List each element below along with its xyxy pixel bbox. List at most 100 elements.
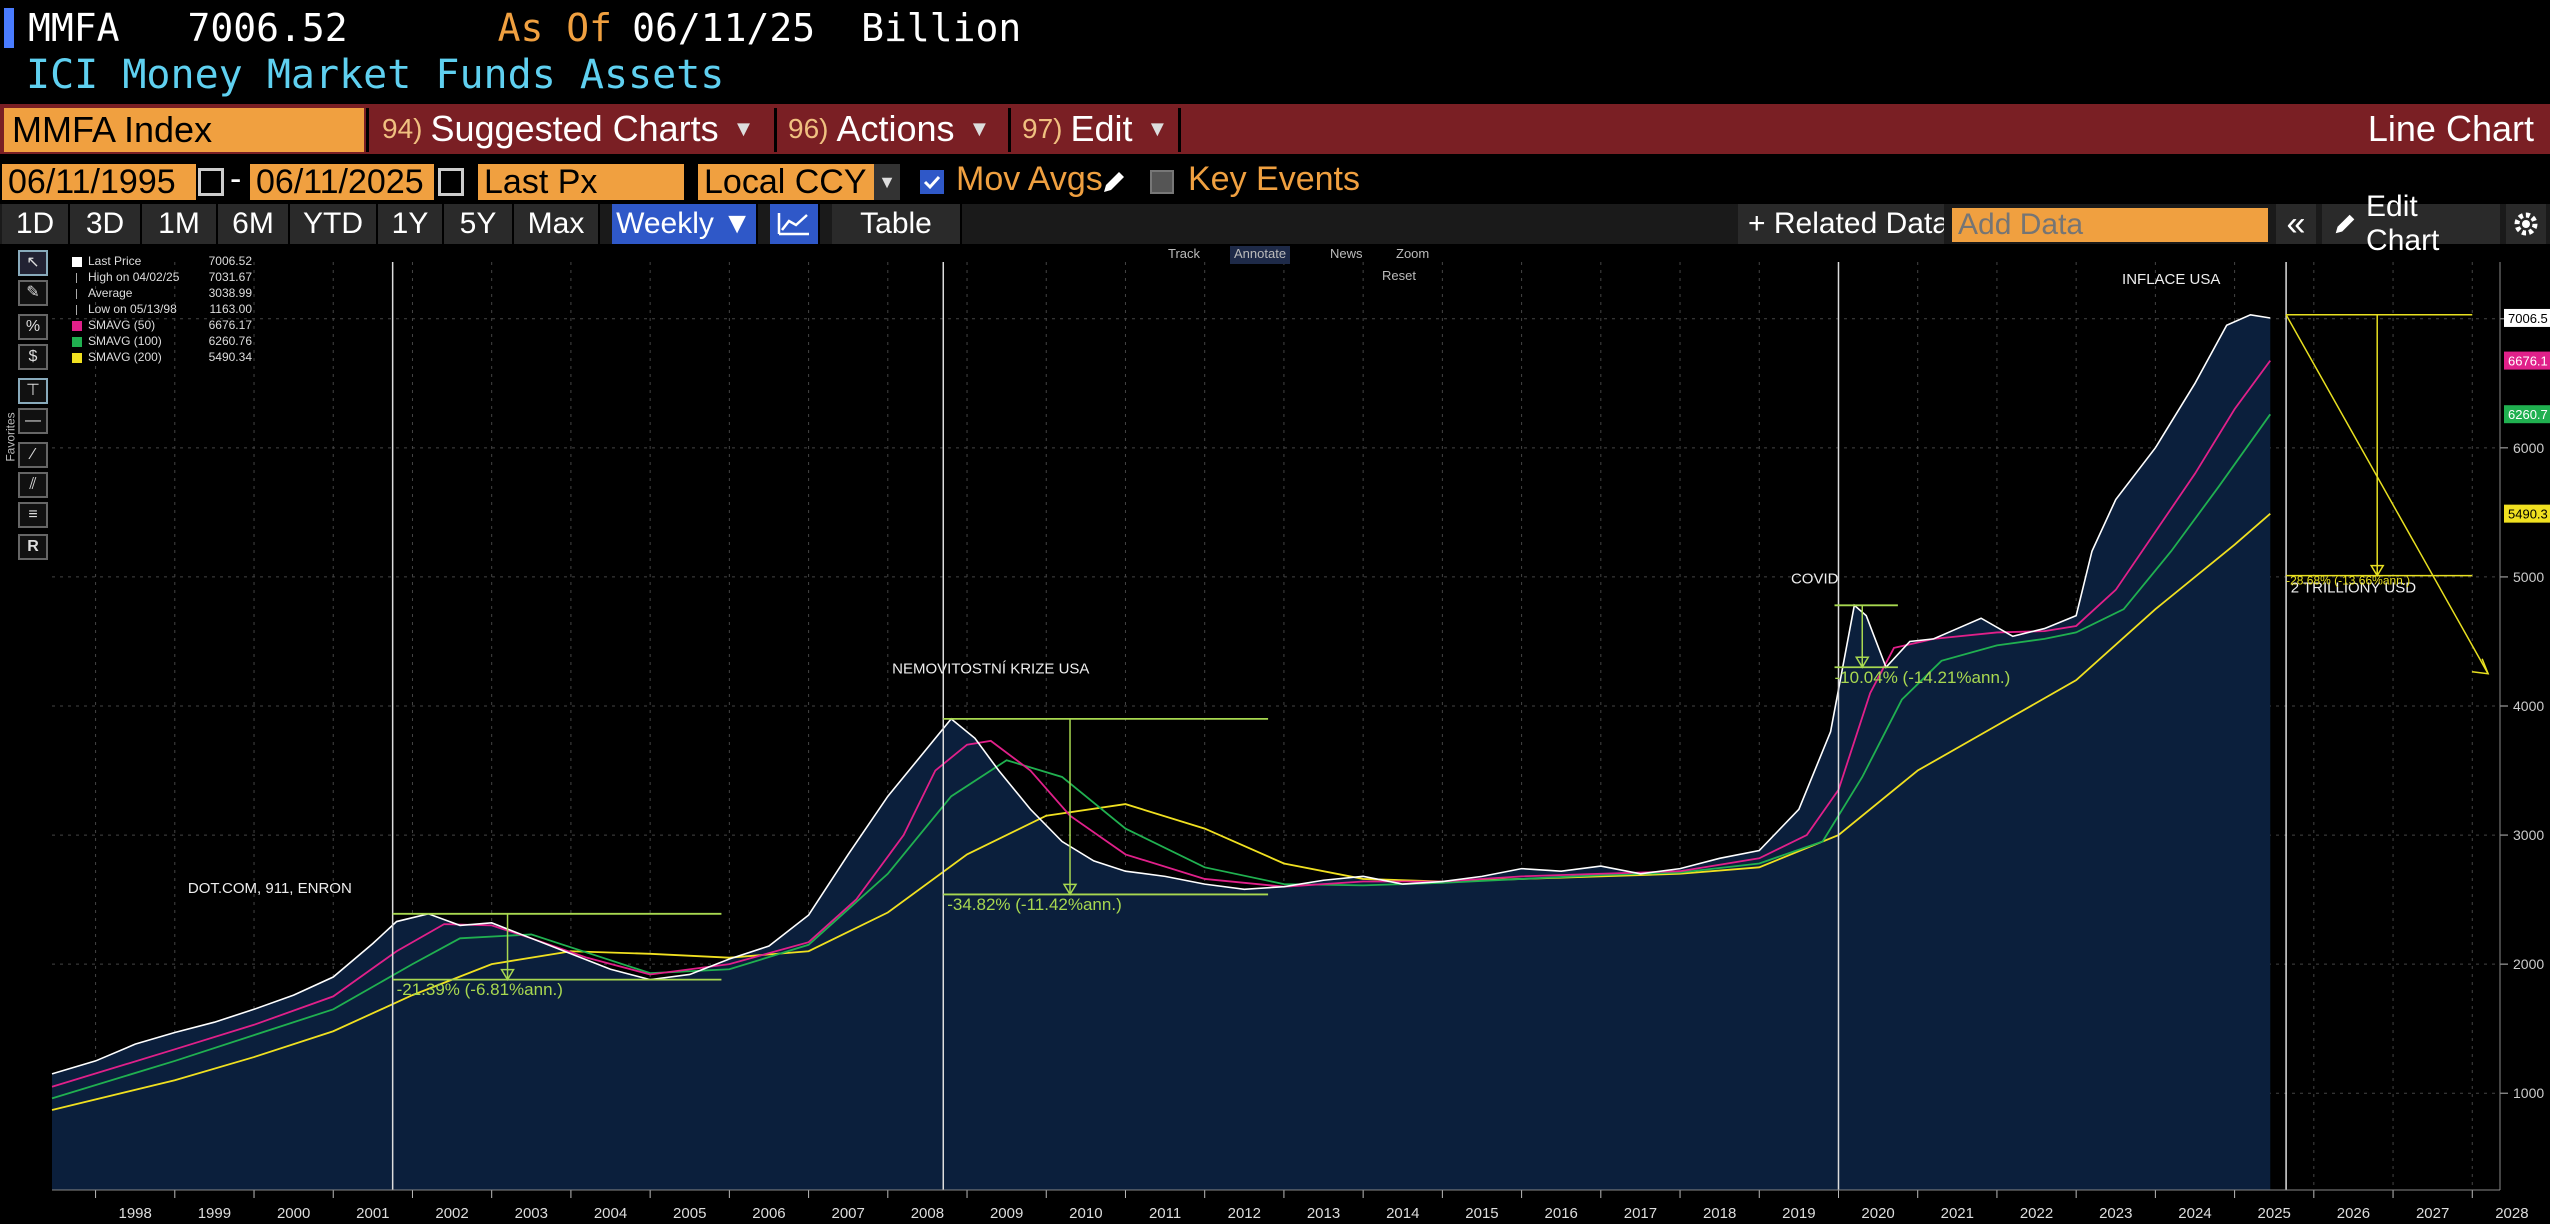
x-tick-label: 2019 — [1782, 1205, 1815, 1222]
legend-value: 7006.52 — [208, 254, 252, 268]
period-button-6m[interactable]: 6M — [218, 204, 290, 244]
percent-tool-icon[interactable]: % — [18, 314, 48, 340]
legend-value: 7031.67 — [208, 270, 252, 284]
x-tick-label: 2003 — [515, 1205, 548, 1222]
ruler-icon[interactable]: R — [18, 534, 48, 560]
checkmark-icon — [923, 175, 941, 190]
channel-icon[interactable]: ⫽ — [18, 472, 48, 498]
period-button-1y[interactable]: 1Y — [378, 204, 444, 244]
price-area-fill — [52, 314, 2271, 1190]
chart-tool-annotate[interactable]: Annotate — [1230, 246, 1291, 264]
chart-style-button[interactable] — [770, 204, 820, 244]
drawdown-annotations: -21.39% (-6.81%ann.) -34.82% (-11.42%ann.… — [392, 314, 2490, 999]
event-label: INFLACE USA — [2122, 271, 2220, 288]
axis-value-tag-text: 6260.7 — [2508, 407, 2548, 422]
actions-menu[interactable]: 96) Actions ▼ — [788, 104, 990, 154]
x-tick-label: 2025 — [2258, 1205, 2291, 1222]
x-tick-label: 2018 — [1703, 1205, 1736, 1222]
y-tick-label: 5000 — [2513, 569, 2544, 585]
legend-swatch — [72, 337, 82, 347]
start-date-input[interactable]: 06/11/1995 — [2, 163, 196, 201]
end-date-input[interactable]: 06/11/2025 — [250, 163, 434, 201]
dollar-tool-icon[interactable]: $ — [18, 344, 48, 370]
chart-tool-zoom[interactable]: Zoom — [1396, 246, 1430, 261]
calendar-icon[interactable] — [438, 168, 464, 196]
field-select[interactable]: Last Px — [478, 163, 684, 201]
toolbar-separator — [366, 108, 369, 152]
cursor-icon[interactable]: ↖ — [18, 250, 48, 276]
axis-value-tag — [2504, 405, 2550, 424]
main-toolbar: MMFA Index 94) Suggested Charts ▼ 96) Ac… — [0, 104, 2550, 154]
period-button-3d[interactable]: 3D — [70, 204, 142, 244]
chevron-down-icon: ▼ — [732, 116, 755, 141]
price-area — [52, 314, 2271, 1190]
x-tick-label: 2001 — [356, 1205, 389, 1222]
x-tick-label: 2015 — [1465, 1205, 1498, 1222]
y-tick-label: 3000 — [2513, 827, 2544, 843]
drawdown-arrow-head — [1062, 883, 1078, 896]
chevron-down-icon[interactable]: ▼ — [874, 164, 900, 200]
chart-legend: Last Price 7006.52 High on 04/02/25 7031.67… — [60, 254, 252, 370]
horizontal-line-icon[interactable]: — — [18, 408, 48, 434]
x-tick-label: 2021 — [1941, 1205, 1974, 1222]
key-events-label: Key Events — [1188, 160, 1360, 198]
chart-tool-reset[interactable]: Reset — [1382, 268, 1416, 283]
draw-line-icon[interactable]: ✎ — [18, 280, 48, 306]
legend-value: 5490.34 — [208, 350, 252, 364]
period-button-ytd[interactable]: YTD — [290, 204, 378, 244]
x-tick-label: 2006 — [752, 1205, 785, 1222]
favorites-tab[interactable]: Favorites — [3, 412, 18, 462]
period-button-max[interactable]: Max — [514, 204, 600, 244]
currency-select[interactable]: Local CCY — [698, 163, 900, 201]
legend-entry: Last Price 7006.52 — [60, 254, 252, 269]
x-tick-label: 2002 — [435, 1205, 468, 1222]
calendar-icon[interactable] — [198, 168, 224, 196]
as-of-date: 06/11/25 — [632, 6, 816, 50]
x-tick-label: 2017 — [1624, 1205, 1657, 1222]
period-button-5y[interactable]: 5Y — [444, 204, 514, 244]
pencil-icon[interactable] — [1100, 168, 1128, 196]
drawdown-label: -34.82% (-11.42%ann.) — [947, 895, 1122, 914]
chart-tool-track[interactable]: Track — [1168, 246, 1201, 261]
trend-line-icon[interactable]: ⁄ — [18, 442, 48, 468]
axis-value-tag-text: 5490.3 — [2508, 507, 2548, 522]
parallel-lines-icon[interactable]: ≡ — [18, 502, 48, 528]
edit-chart-button[interactable]: Edit Chart — [2322, 190, 2500, 257]
frequency-select[interactable]: Weekly ▼ — [612, 204, 758, 244]
gear-icon[interactable] — [2506, 204, 2546, 244]
projection-diagonal-line — [2285, 314, 2489, 675]
drawdown-arrow-head — [1854, 656, 1870, 669]
legend-label: High on 04/02/25 — [88, 270, 180, 284]
projection-arrow-head — [2472, 658, 2490, 675]
vertical-measure-icon[interactable]: ⊤ — [18, 378, 48, 404]
x-tick-label: 2022 — [2020, 1205, 2053, 1222]
period-button-1d[interactable]: 1D — [2, 204, 70, 244]
x-tick-label: 2020 — [1861, 1205, 1894, 1222]
suggested-charts-label: Suggested Charts — [430, 108, 719, 149]
edit-number: 97) — [1022, 113, 1063, 144]
edit-menu[interactable]: 97) Edit ▼ — [1022, 104, 1168, 154]
legend-label: SMAVG (50) — [88, 318, 156, 332]
chart-canvas[interactable]: DOT.COM, 911, ENRON NEMOVITOSTNÍ KRIZE US… — [0, 244, 2550, 1224]
security-input[interactable]: MMFA Index — [4, 108, 364, 152]
table-button[interactable]: Table — [832, 204, 962, 244]
double-chevron-left-icon[interactable]: « — [2276, 204, 2316, 244]
chart-axes: 1000200030004000500060007000199819992000… — [52, 262, 2550, 1222]
add-data-input[interactable] — [1952, 208, 2268, 242]
legend-entry: SMAVG (50) 6676.17 — [60, 318, 252, 333]
related-data-button[interactable]: + Related Data — [1738, 204, 1944, 244]
x-tick-label: 2010 — [1069, 1205, 1102, 1222]
ticker-symbol: MMFA — [28, 6, 120, 50]
mov-avgs-label: Mov Avgs — [956, 160, 1103, 198]
mov-avgs-checkbox[interactable] — [920, 170, 944, 194]
y-tick-label: 2000 — [2513, 956, 2544, 972]
suggested-charts-menu[interactable]: 94) Suggested Charts ▼ — [382, 104, 754, 154]
legend-label: SMAVG (100) — [88, 334, 162, 348]
key-events-checkbox[interactable] — [1150, 170, 1174, 194]
period-button-1m[interactable]: 1M — [142, 204, 218, 244]
chart-tool-news[interactable]: News — [1330, 246, 1363, 261]
legend-value: 3038.99 — [208, 286, 252, 300]
drawdown-arrow-head — [2369, 564, 2385, 578]
line-chart-icon — [777, 213, 809, 236]
x-tick-label: 2000 — [277, 1205, 310, 1222]
